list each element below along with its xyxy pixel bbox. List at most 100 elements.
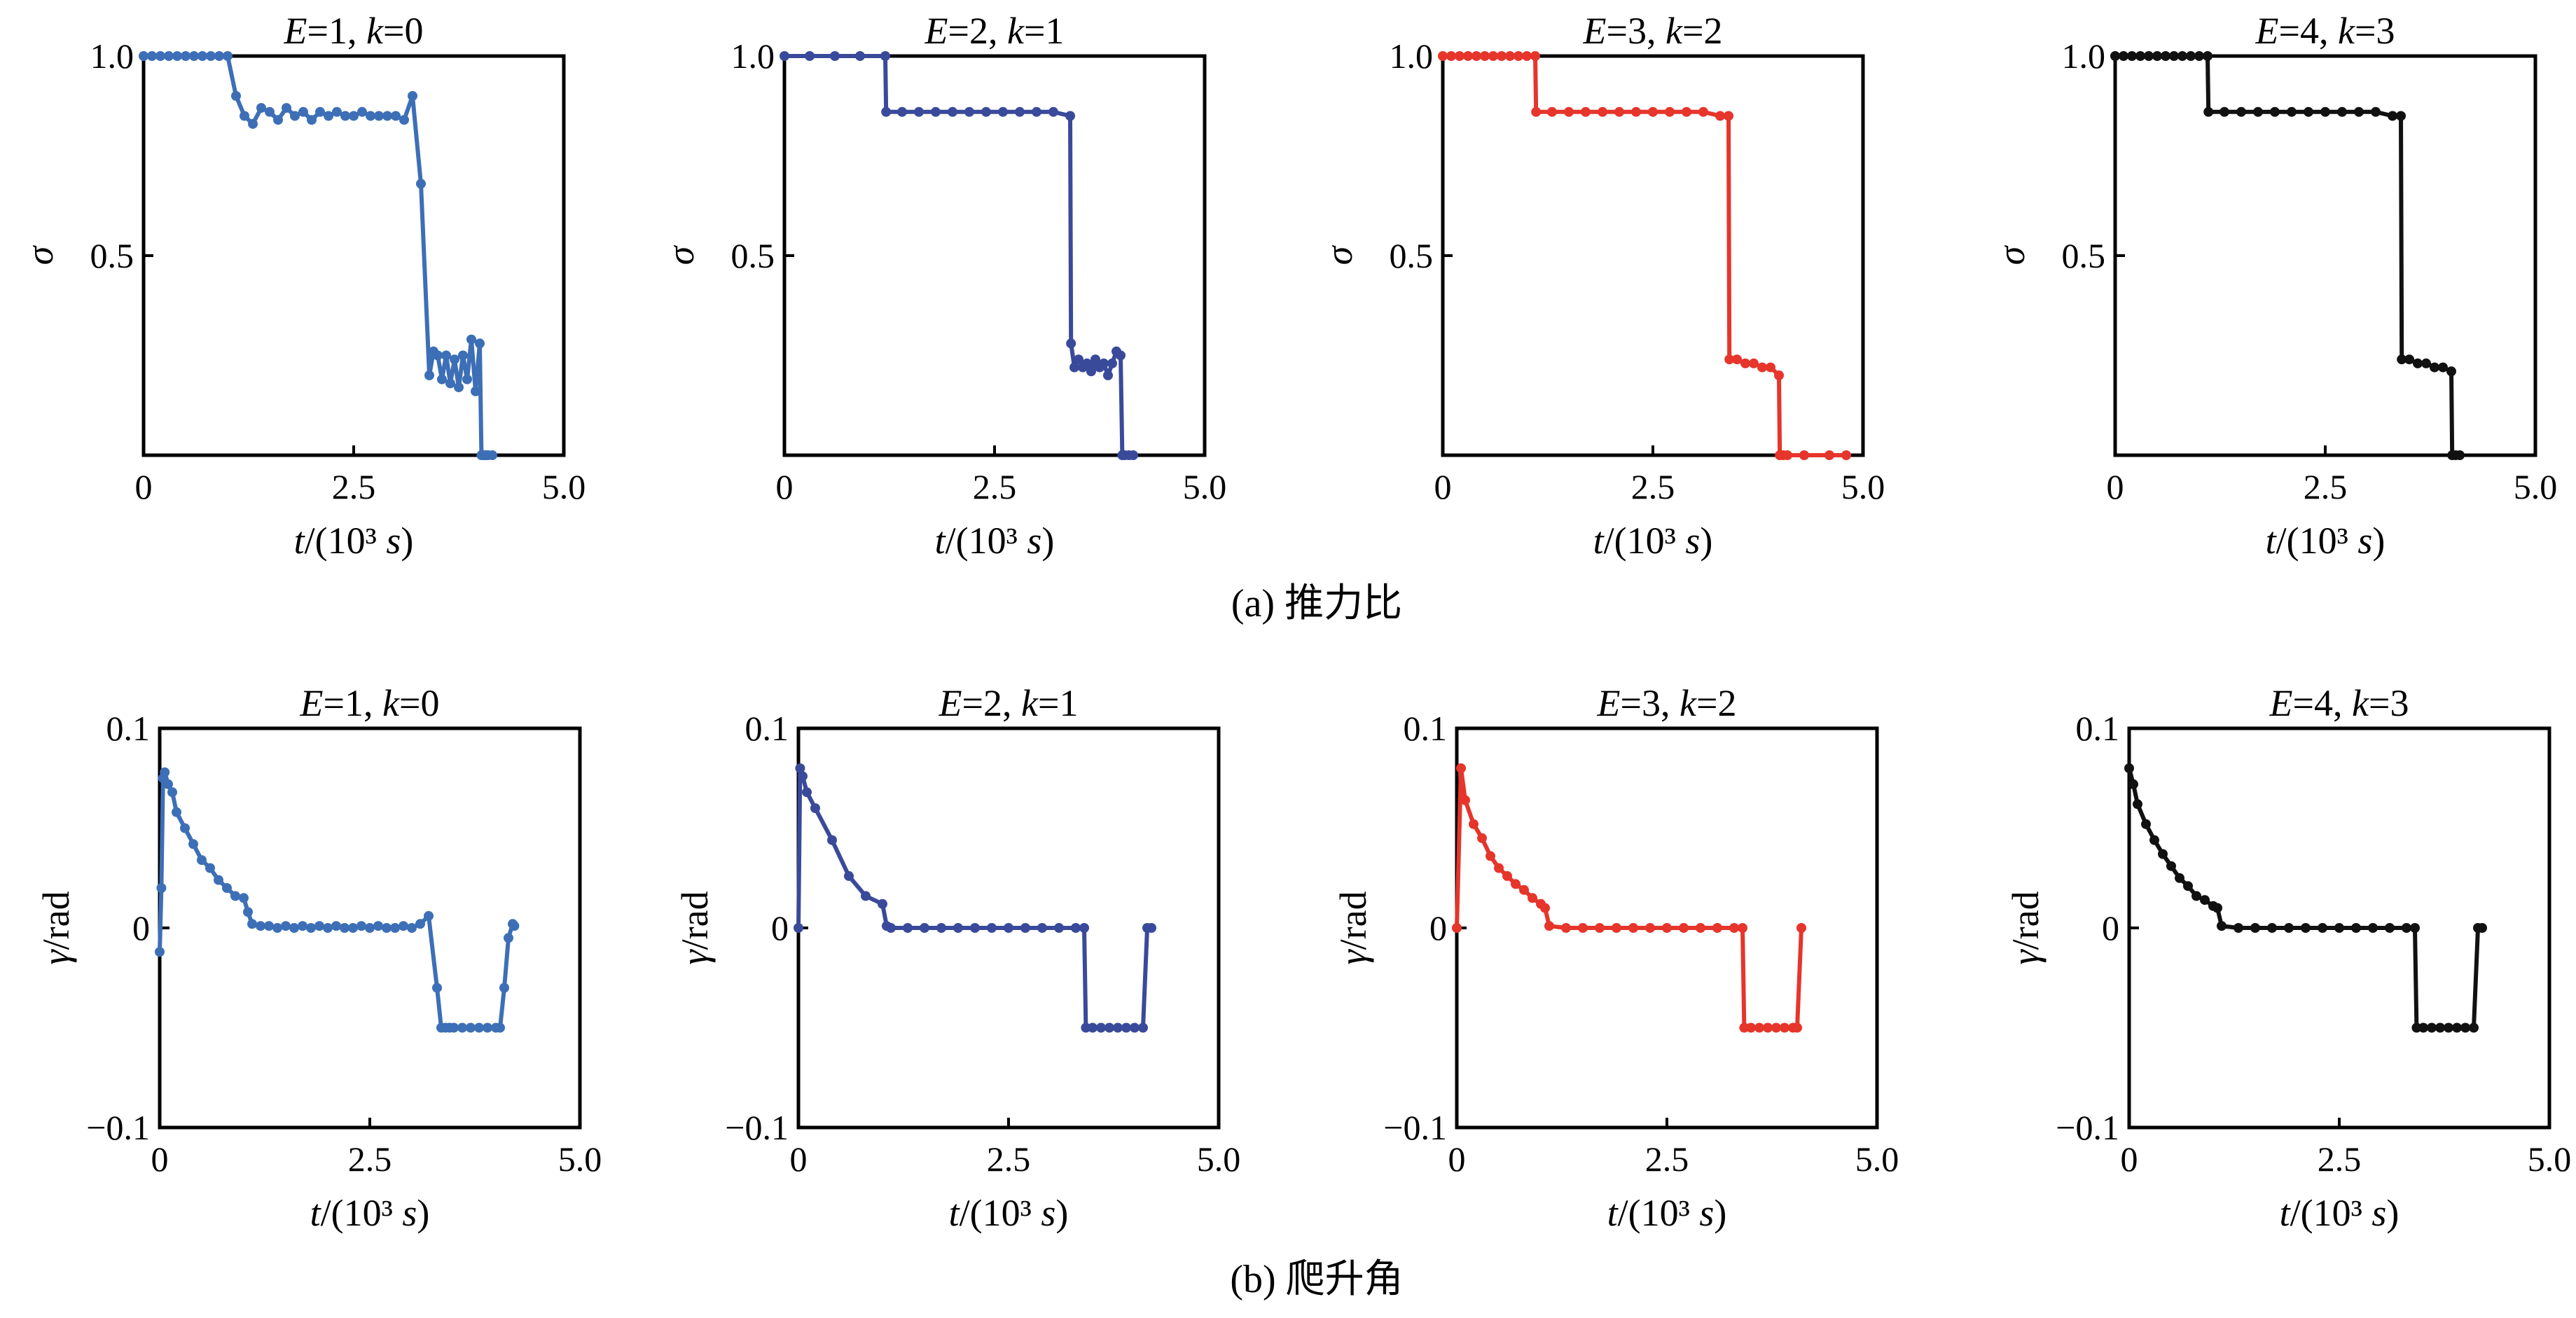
data-point: [1460, 795, 1470, 805]
data-point: [273, 115, 283, 125]
data-point: [2477, 923, 2487, 933]
data-point: [281, 921, 291, 931]
data-point: [1645, 923, 1655, 933]
data-point: [265, 106, 275, 117]
data-point: [1648, 106, 1658, 117]
data-point: [240, 111, 249, 121]
data-point: [1004, 923, 1013, 933]
data-point: [264, 921, 274, 931]
y-tick-label: 0: [132, 908, 150, 948]
x-axis-label: t/(10³ s): [1607, 1192, 1727, 1234]
data-point: [2127, 51, 2137, 61]
data-point: [1738, 923, 1747, 933]
data-point: [998, 106, 1008, 117]
data-point: [382, 923, 392, 933]
y-axis-label: σ: [660, 244, 702, 265]
data-point: [298, 921, 307, 931]
data-point: [1099, 358, 1109, 368]
data-point: [2301, 923, 2311, 933]
data-point: [1712, 923, 1722, 933]
data-point: [2413, 358, 2423, 368]
data-point: [1612, 923, 1621, 933]
x-tick-label: 5.0: [1197, 1139, 1241, 1179]
data-point: [1128, 450, 1138, 460]
data-point: [2110, 51, 2120, 61]
data-point: [206, 51, 216, 61]
data-point: [1528, 893, 1537, 903]
x-axis-label: t/(10³ s): [294, 520, 414, 562]
data-point: [1531, 106, 1542, 117]
x-tick-label: 0: [2107, 467, 2124, 506]
data-point: [167, 787, 177, 798]
data-point: [2161, 51, 2170, 61]
y-tick-label: 1.0: [1390, 36, 1434, 76]
data-point: [1082, 358, 1092, 368]
data-point: [1796, 923, 1806, 933]
data-point: [2402, 923, 2411, 933]
data-point: [1799, 450, 1809, 460]
data-point: [2144, 51, 2154, 61]
data-point: [1679, 923, 1689, 933]
chart-title: E=3, k=2: [1583, 10, 1723, 52]
data-point: [2220, 106, 2229, 117]
data-point: [1729, 923, 1739, 933]
x-tick-label: 5.0: [1855, 1139, 1899, 1179]
data-point: [1578, 923, 1588, 933]
data-point: [243, 907, 253, 917]
series-line: [796, 766, 1151, 1030]
data-point: [2124, 763, 2134, 773]
data-point: [2128, 779, 2138, 789]
data-point: [2371, 106, 2381, 117]
y-axis-label: σ: [19, 244, 61, 265]
y-tick-label: 0.1: [2076, 709, 2120, 748]
x-tick-label: 2.5: [332, 467, 376, 506]
data-point: [462, 374, 472, 384]
data-point: [2149, 835, 2159, 845]
data-point: [323, 923, 333, 933]
data-point: [1494, 863, 1504, 873]
data-point: [390, 923, 400, 933]
data-point: [197, 855, 207, 866]
data-point: [1754, 1022, 1764, 1033]
data-point: [466, 1022, 476, 1033]
data-point: [1724, 354, 1735, 365]
data-point: [2141, 819, 2151, 829]
x-tick-label: 5.0: [558, 1139, 602, 1179]
data-point: [1147, 923, 1156, 933]
data-point: [222, 883, 232, 893]
data-point: [433, 350, 443, 361]
data-point: [139, 51, 148, 61]
data-point: [239, 893, 249, 903]
data-point: [349, 111, 359, 121]
data-point: [1071, 923, 1081, 933]
x-tick-label: 0: [1434, 467, 1452, 506]
data-point: [474, 1022, 484, 1033]
row-caption-a: (a) 推力比: [1231, 582, 1402, 625]
data-point: [1824, 450, 1834, 460]
data-point: [964, 106, 974, 117]
y-tick-label: 0: [1429, 908, 1447, 948]
data-point: [2135, 51, 2145, 61]
data-point: [2152, 51, 2162, 61]
data-point: [2397, 354, 2407, 365]
data-point: [487, 450, 497, 460]
data-point: [188, 839, 198, 849]
y-tick-label: −0.1: [86, 1108, 150, 1147]
data-point: [2158, 849, 2168, 859]
y-tick-label: 0.5: [731, 236, 775, 275]
data-point: [155, 947, 165, 957]
data-point: [1079, 923, 1089, 933]
y-tick-label: 1.0: [90, 36, 134, 76]
chart-title: E=1, k=0: [300, 682, 440, 724]
data-point: [2354, 106, 2364, 117]
data-point: [2418, 1022, 2428, 1033]
data-point: [2396, 111, 2406, 121]
data-point: [1841, 450, 1851, 460]
data-point: [499, 983, 509, 993]
data-point: [2385, 923, 2395, 933]
row-caption-b: (b) 爬升角: [1230, 1258, 1403, 1301]
data-point: [2455, 450, 2465, 460]
data-point: [2194, 51, 2204, 61]
data-point: [2133, 799, 2142, 810]
